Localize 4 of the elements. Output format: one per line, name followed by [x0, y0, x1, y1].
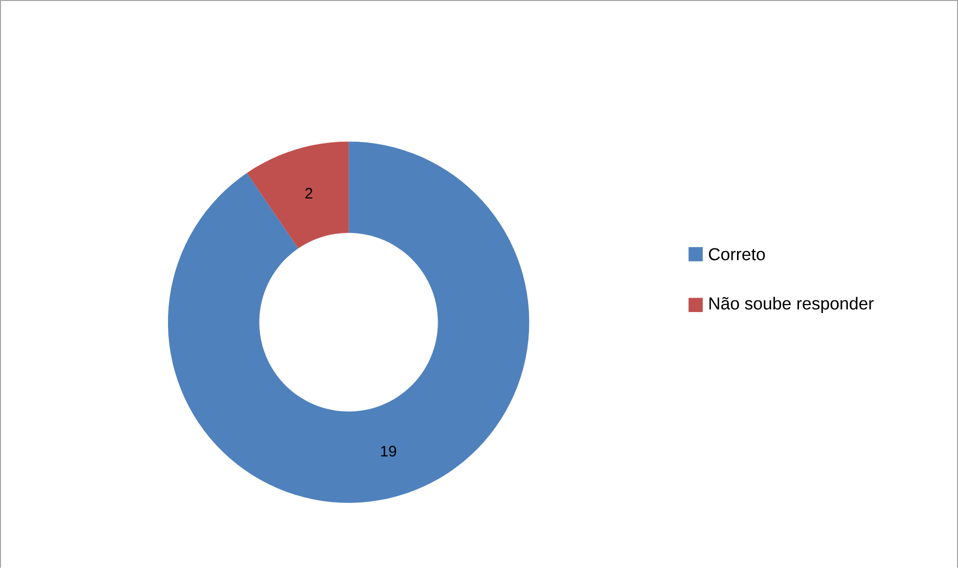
legend-label: Correto — [708, 248, 765, 260]
legend-label: Não soube responder — [709, 296, 874, 313]
data-label: 19 — [381, 446, 396, 456]
data-label: 2 — [305, 188, 312, 198]
